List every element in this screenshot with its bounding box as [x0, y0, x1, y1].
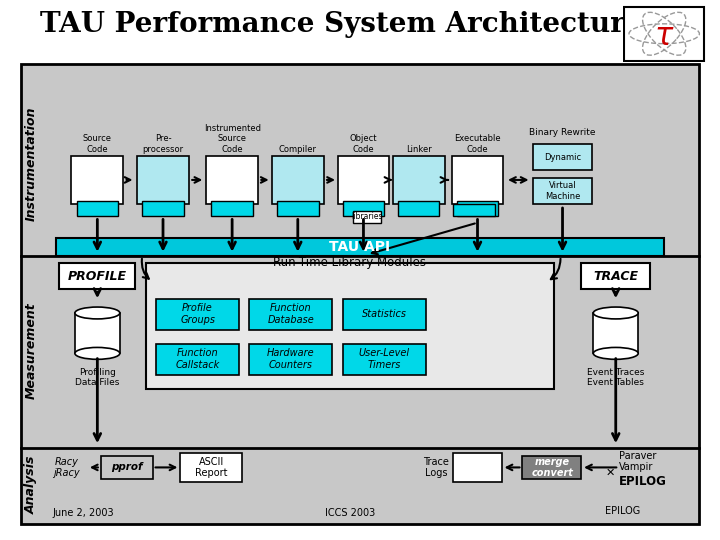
Text: Compiler: Compiler	[279, 145, 317, 154]
FancyBboxPatch shape	[624, 6, 704, 61]
FancyBboxPatch shape	[76, 201, 118, 215]
FancyBboxPatch shape	[343, 344, 426, 375]
Text: Instrumentation: Instrumentation	[25, 106, 38, 220]
FancyBboxPatch shape	[56, 238, 664, 256]
FancyBboxPatch shape	[451, 156, 503, 204]
FancyBboxPatch shape	[156, 299, 239, 329]
Text: Measurement: Measurement	[25, 302, 38, 400]
FancyBboxPatch shape	[338, 156, 390, 204]
FancyBboxPatch shape	[145, 263, 554, 389]
FancyBboxPatch shape	[581, 263, 650, 289]
FancyBboxPatch shape	[137, 156, 189, 204]
Text: ASCII
Report: ASCII Report	[195, 457, 228, 478]
FancyBboxPatch shape	[249, 299, 333, 329]
Text: Analysis: Analysis	[25, 456, 38, 514]
Text: TAU API: TAU API	[330, 240, 390, 254]
Text: Hardware
Counters: Hardware Counters	[267, 348, 315, 370]
Text: libraries: libraries	[351, 213, 382, 221]
Text: TRACE: TRACE	[593, 270, 638, 283]
Text: Source
Code: Source Code	[83, 134, 112, 154]
Text: merge
convert: merge convert	[531, 457, 573, 478]
Ellipse shape	[75, 307, 120, 319]
Text: Instrumented
Source
Code: Instrumented Source Code	[204, 124, 261, 154]
FancyBboxPatch shape	[456, 201, 498, 215]
FancyBboxPatch shape	[143, 201, 184, 215]
Ellipse shape	[593, 307, 638, 319]
Text: Dynamic: Dynamic	[544, 153, 581, 162]
FancyBboxPatch shape	[393, 156, 445, 204]
Ellipse shape	[75, 347, 120, 359]
FancyBboxPatch shape	[249, 344, 333, 375]
FancyBboxPatch shape	[71, 156, 123, 204]
FancyBboxPatch shape	[343, 201, 384, 215]
Text: Linker: Linker	[406, 145, 431, 154]
FancyBboxPatch shape	[22, 64, 698, 524]
Text: PROFILE: PROFILE	[68, 270, 127, 283]
FancyBboxPatch shape	[454, 204, 495, 215]
FancyBboxPatch shape	[398, 201, 439, 215]
Text: TAU Performance System Architecture: TAU Performance System Architecture	[40, 11, 642, 38]
FancyBboxPatch shape	[180, 453, 243, 482]
FancyBboxPatch shape	[533, 144, 592, 171]
Text: Run-Time Library Modules: Run-Time Library Modules	[273, 256, 426, 269]
Text: Trace
Logs: Trace Logs	[423, 457, 449, 478]
Text: Function
Database: Function Database	[268, 303, 314, 325]
FancyBboxPatch shape	[343, 299, 426, 329]
Text: June 2, 2003: June 2, 2003	[53, 508, 114, 517]
Text: Binary Rewrite: Binary Rewrite	[529, 128, 595, 137]
Text: Profile
Groups: Profile Groups	[180, 303, 215, 325]
Text: Statistics: Statistics	[361, 309, 407, 319]
FancyBboxPatch shape	[75, 313, 120, 353]
Text: pprof: pprof	[112, 462, 143, 472]
FancyBboxPatch shape	[523, 456, 581, 480]
Text: Pre-
processor: Pre- processor	[143, 134, 184, 154]
Text: Vampir: Vampir	[619, 462, 654, 472]
FancyBboxPatch shape	[272, 156, 324, 204]
Text: Event Traces
Event Tables: Event Traces Event Tables	[587, 368, 644, 387]
Text: Profiling
Data Files: Profiling Data Files	[75, 368, 120, 387]
Text: $\tau$: $\tau$	[654, 22, 675, 51]
FancyBboxPatch shape	[206, 156, 258, 204]
Text: Executable
Code: Executable Code	[454, 134, 501, 154]
FancyBboxPatch shape	[212, 201, 253, 215]
Ellipse shape	[593, 347, 638, 359]
FancyBboxPatch shape	[277, 201, 318, 215]
FancyBboxPatch shape	[59, 263, 135, 289]
FancyBboxPatch shape	[593, 313, 638, 353]
Text: Paraver: Paraver	[619, 450, 657, 461]
Text: ✕: ✕	[606, 468, 615, 478]
Text: Function
Callstack: Function Callstack	[176, 348, 220, 370]
Text: ICCS 2003: ICCS 2003	[325, 508, 374, 517]
FancyBboxPatch shape	[533, 178, 592, 204]
Text: User-Level
Timers: User-Level Timers	[359, 348, 410, 370]
Text: Virtual
Machine: Virtual Machine	[545, 181, 580, 200]
Text: Object
Code: Object Code	[350, 134, 377, 154]
FancyBboxPatch shape	[454, 453, 502, 482]
Text: EPILOG: EPILOG	[619, 475, 667, 488]
Text: EPILOG: EPILOG	[605, 506, 640, 516]
Text: Racy
jRacy: Racy jRacy	[53, 457, 79, 478]
FancyBboxPatch shape	[101, 456, 153, 480]
FancyBboxPatch shape	[156, 344, 239, 375]
FancyBboxPatch shape	[353, 211, 381, 222]
